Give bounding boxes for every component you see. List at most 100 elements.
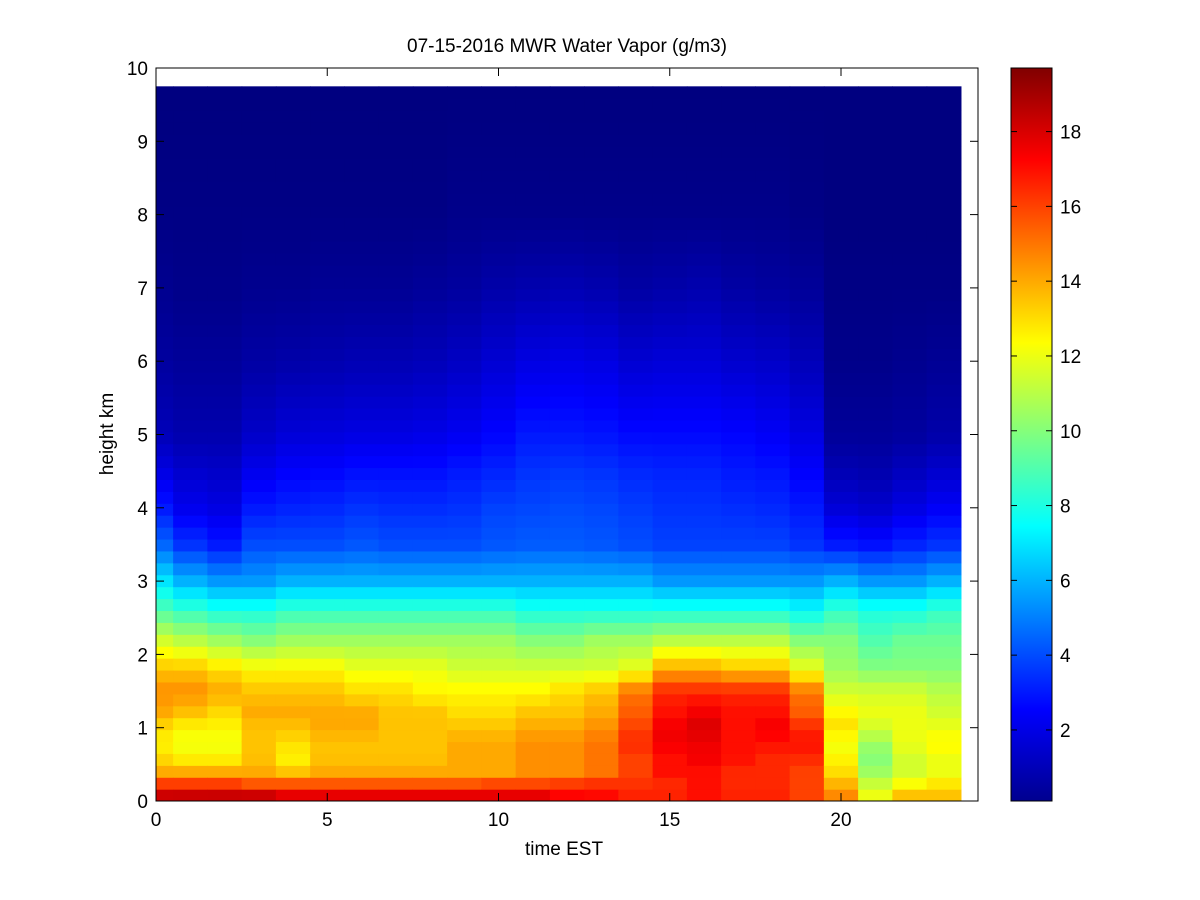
heatmap-cell <box>156 467 174 480</box>
heatmap-cell <box>173 205 208 218</box>
heatmap-cell <box>310 598 345 612</box>
heatmap-cell <box>481 348 517 361</box>
heatmap-cell <box>892 217 928 230</box>
heatmap-cell <box>892 193 928 207</box>
heatmap-cell <box>378 181 414 195</box>
heatmap-cell <box>652 503 688 516</box>
heatmap-cell <box>207 300 243 314</box>
heatmap-cell <box>275 658 311 671</box>
heatmap-cell <box>926 550 962 564</box>
heatmap-cell <box>378 610 414 623</box>
heatmap-cell <box>447 360 482 373</box>
heatmap-cell <box>344 574 380 588</box>
heatmap-cell <box>447 753 482 766</box>
heatmap-cell <box>721 360 756 373</box>
heatmap-cell <box>173 681 208 695</box>
y-tick-label: 6 <box>137 352 148 373</box>
heatmap-cell <box>926 348 962 361</box>
heatmap-cell <box>156 157 174 171</box>
heatmap-cell <box>858 193 893 207</box>
heatmap-cell <box>412 610 448 623</box>
heatmap-cell <box>652 253 688 266</box>
heatmap-cell <box>926 241 962 254</box>
heatmap-cell <box>412 741 448 754</box>
heatmap-cell <box>515 431 551 445</box>
heatmap-cell <box>823 634 859 647</box>
heatmap-cell <box>481 765 517 778</box>
heatmap-cell <box>412 419 448 433</box>
heatmap-cell <box>789 122 825 135</box>
heatmap-cell <box>584 396 619 409</box>
heatmap-cell <box>926 264 962 278</box>
heatmap-cell <box>156 622 174 635</box>
heatmap-cell <box>584 527 619 540</box>
heatmap-cell <box>207 693 243 707</box>
heatmap-cell <box>447 741 482 754</box>
heatmap-cell <box>618 622 654 635</box>
heatmap-cell <box>789 98 825 111</box>
heatmap-cell <box>275 479 311 492</box>
heatmap-cell <box>686 455 722 469</box>
heatmap-cell <box>310 419 345 433</box>
heatmap-cell <box>207 634 243 647</box>
heatmap-cell <box>173 110 208 123</box>
heatmap-cell <box>926 431 962 445</box>
heatmap-cell <box>823 372 859 385</box>
heatmap-cell <box>618 264 654 278</box>
heatmap-cell <box>858 681 893 695</box>
heatmap-cell <box>789 658 825 671</box>
heatmap-cell <box>618 550 654 564</box>
heatmap-cell <box>156 324 174 338</box>
heatmap-cell <box>652 717 688 731</box>
heatmap-cell <box>275 717 311 731</box>
heatmap-cell <box>481 431 517 445</box>
heatmap-cell <box>447 789 482 801</box>
heatmap-cell <box>858 205 893 218</box>
heatmap-cell <box>156 753 174 766</box>
heatmap-cell <box>584 705 619 719</box>
heatmap-cell <box>892 86 928 99</box>
heatmap-cell <box>481 598 517 612</box>
heatmap-cell <box>823 741 859 754</box>
heatmap-cell <box>481 467 517 480</box>
heatmap-cell <box>481 693 517 707</box>
heatmap-cell <box>344 253 380 266</box>
heatmap-cell <box>378 157 414 171</box>
heatmap-cell <box>156 122 174 135</box>
heatmap-cell <box>823 527 859 540</box>
heatmap-cell <box>156 777 174 790</box>
heatmap-cell <box>789 372 825 385</box>
heatmap-cell <box>447 419 482 433</box>
heatmap-cell <box>892 467 928 480</box>
heatmap-cell <box>858 729 893 743</box>
heatmap-cell <box>686 348 722 361</box>
heatmap-cell <box>344 455 380 469</box>
heatmap-cell <box>344 98 380 111</box>
heatmap-cell <box>344 765 380 778</box>
heatmap-cell <box>310 669 345 683</box>
heatmap-cell <box>686 562 722 576</box>
heatmap-cell <box>618 193 654 207</box>
heatmap-cell <box>515 384 551 397</box>
heatmap-cell <box>447 98 482 111</box>
heatmap-cell <box>892 312 928 326</box>
heatmap-cell <box>789 110 825 123</box>
heatmap-cell <box>584 372 619 385</box>
heatmap-cell <box>823 300 859 314</box>
heatmap-cell <box>275 384 311 397</box>
heatmap-cell <box>310 479 345 492</box>
heatmap-cell <box>652 443 688 457</box>
heatmap-cell <box>755 789 791 801</box>
heatmap-cell <box>584 574 619 588</box>
heatmap-cell <box>584 348 619 361</box>
heatmap-cell <box>823 574 859 588</box>
heatmap-cell <box>412 336 448 349</box>
heatmap-cell <box>652 193 688 207</box>
heatmap-cell <box>549 622 585 635</box>
heatmap-cell <box>926 253 962 266</box>
heatmap-cell <box>618 658 654 671</box>
heatmap-cell <box>241 98 277 111</box>
heatmap-cell <box>926 98 962 111</box>
heatmap-cell <box>584 669 619 683</box>
heatmap-cell <box>755 431 791 445</box>
